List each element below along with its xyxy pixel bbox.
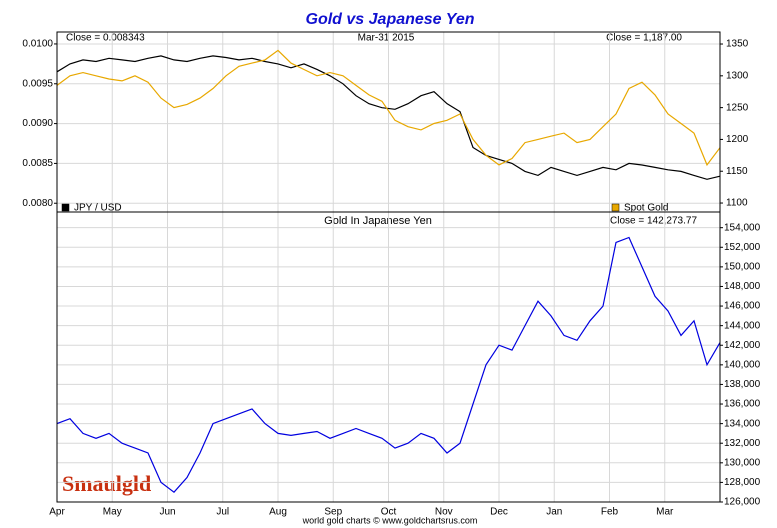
x-tick-label: Sep: [324, 507, 342, 518]
legend-label: Spot Gold: [624, 203, 668, 214]
legend-label: JPY / USD: [74, 203, 122, 214]
x-tick-label: Oct: [381, 507, 397, 518]
x-tick-label: Aug: [269, 507, 287, 518]
close-left: Close = 0.008343: [66, 33, 145, 44]
y-tick-label: 128,000: [724, 477, 761, 488]
date-label: Mar-31 2015: [358, 33, 415, 44]
y-tick-label: 130,000: [724, 457, 761, 468]
legend-swatch: [61, 203, 70, 212]
y-tick-label: 140,000: [724, 359, 761, 370]
series-line: [56, 236, 721, 494]
y-tick-label: 0.0085: [22, 158, 53, 169]
series-line: [56, 55, 721, 180]
y-tick-label: 142,000: [724, 340, 761, 351]
y-tick-label: 136,000: [724, 399, 761, 410]
y2-tick-label: 1250: [726, 102, 749, 113]
y-tick-label: 154,000: [724, 222, 761, 233]
y-tick-label: 126,000: [724, 497, 761, 508]
y-tick-label: 0.0090: [22, 118, 53, 129]
y2-tick-label: 1100: [726, 198, 748, 209]
series-line: [56, 49, 721, 167]
legend-swatch: [611, 203, 620, 212]
panel-title: Gold In Japanese Yen: [324, 215, 432, 227]
y-tick-label: 0.0095: [22, 78, 53, 89]
chart-title: Gold vs Japanese Yen: [306, 11, 475, 28]
y-tick-label: 150,000: [724, 262, 761, 273]
y2-tick-label: 1300: [726, 70, 749, 81]
y-tick-label: 152,000: [724, 242, 761, 253]
x-tick-label: May: [103, 507, 122, 518]
logo: Smaulgld: [62, 471, 151, 496]
x-tick-label: Jul: [216, 507, 229, 518]
y-tick-label: 146,000: [724, 301, 761, 312]
y-tick-label: 0.0100: [22, 39, 53, 50]
y2-tick-label: 1200: [726, 134, 749, 145]
x-tick-label: Jan: [546, 507, 562, 518]
x-tick-label: Jun: [159, 507, 175, 518]
x-tick-label: Dec: [490, 507, 508, 518]
x-tick-label: Feb: [601, 507, 619, 518]
x-tick-label: Apr: [49, 507, 65, 518]
y2-tick-label: 1150: [726, 166, 748, 177]
y-tick-label: 132,000: [724, 438, 761, 449]
x-tick-label: Nov: [435, 507, 453, 518]
x-tick-label: Mar: [656, 507, 674, 518]
close-right: Close = 1,187.00: [606, 33, 682, 44]
panel-frame: [56, 211, 721, 503]
y2-tick-label: 1350: [726, 39, 749, 50]
y-tick-label: 148,000: [724, 281, 761, 292]
footer: world gold charts © www.goldchartsrus.co…: [302, 515, 478, 525]
y-tick-label: 138,000: [724, 379, 761, 390]
y-tick-label: 144,000: [724, 320, 761, 331]
close-right: Close = 142,273.77: [610, 216, 697, 227]
y-tick-label: 134,000: [724, 418, 761, 429]
y-tick-label: 0.0080: [22, 198, 53, 209]
